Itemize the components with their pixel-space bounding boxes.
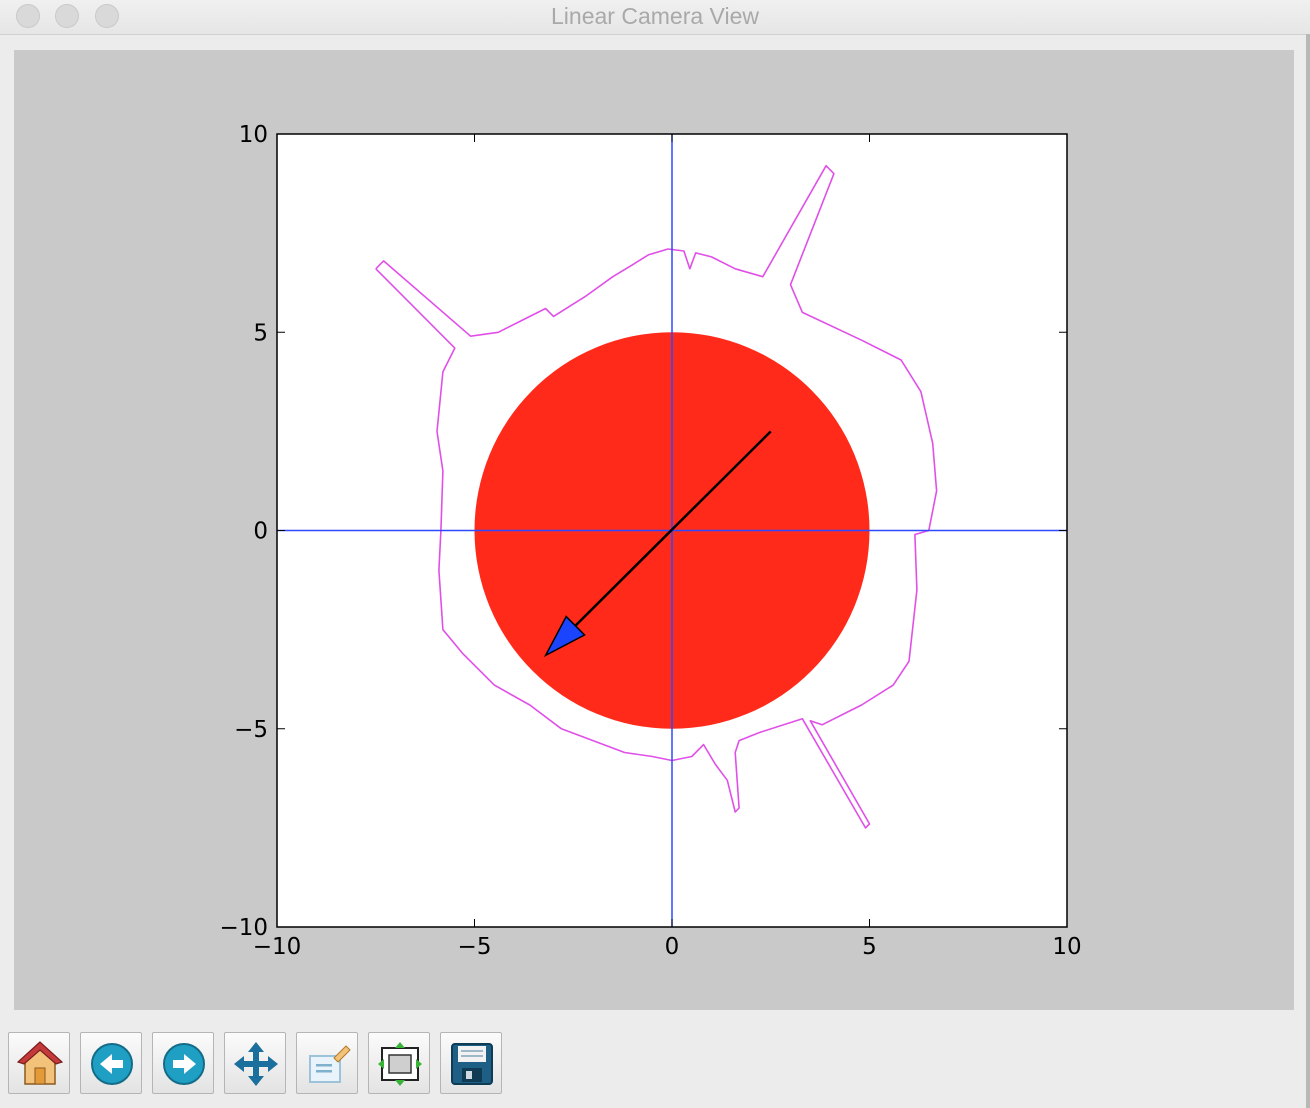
save-icon [451,1043,493,1085]
forward-arrow-icon [163,1043,205,1085]
y-tick-label: 10 [239,122,268,148]
window-edge [1306,34,1310,1108]
home-icon [16,1041,64,1085]
y-tick-label: 5 [253,320,268,346]
back-button[interactable] [80,1032,142,1094]
back-arrow-icon [91,1043,133,1085]
minimize-window-button[interactable] [55,4,79,28]
zoom-rect-icon [309,1045,351,1083]
y-tick-label: −10 [219,915,268,941]
y-tick-label: −5 [234,717,268,743]
x-tick-label: −5 [458,934,492,960]
window-title: Linear Camera View [551,3,759,29]
zoom-window-button[interactable] [95,4,119,28]
close-window-button[interactable] [16,4,40,28]
save-button[interactable] [440,1032,502,1094]
forward-button[interactable] [152,1032,214,1094]
zoom-button[interactable] [296,1032,358,1094]
x-tick-label: 10 [1052,934,1081,960]
chart: −10 −5 0 5 10 −10 −5 0 5 10 [219,122,1081,960]
arrow-shaft [574,430,772,627]
subplots-button[interactable] [368,1032,430,1094]
boundary-contour [375,164,938,829]
figure-canvas[interactable]: −10 −5 0 5 10 −10 −5 0 5 10 [14,50,1294,1010]
x-tick-label: −10 [253,934,302,960]
x-tick-label: 5 [862,934,877,960]
arrow-head [543,615,586,658]
pan-icon [234,1042,278,1086]
home-button[interactable] [8,1032,70,1094]
x-tick-label: 0 [665,934,680,960]
window-titlebar: Linear Camera View [0,0,1310,35]
pan-button[interactable] [224,1032,286,1094]
subplots-icon [378,1042,422,1086]
y-tick-label: 0 [253,519,268,545]
